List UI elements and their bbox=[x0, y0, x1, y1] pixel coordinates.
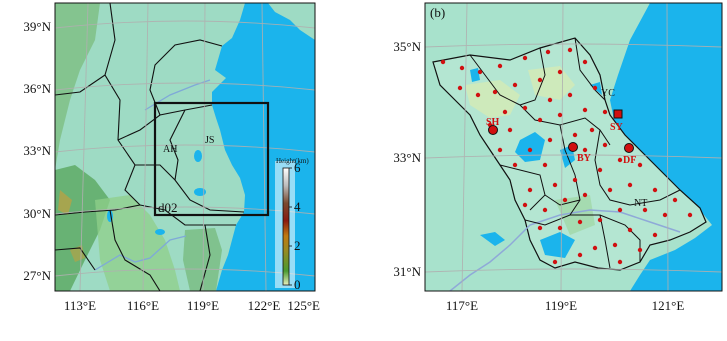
lon-label: 117°E bbox=[446, 298, 478, 313]
lat-label: 35°N bbox=[393, 39, 421, 54]
lat-label: 36°N bbox=[23, 81, 51, 96]
panel-a-frame bbox=[54, 2, 316, 292]
hongze-lake bbox=[515, 132, 545, 162]
lat-label: 39°N bbox=[23, 19, 51, 34]
lake bbox=[480, 232, 505, 246]
site-sy-label: SY bbox=[610, 122, 624, 133]
site-by-label: BY bbox=[577, 153, 592, 164]
panel-b-city-boundaries bbox=[469, 37, 681, 269]
lon-label: 122°E bbox=[248, 298, 281, 313]
site-df-marker bbox=[624, 143, 634, 153]
lat-label: 33°N bbox=[393, 150, 421, 165]
site-df-label: DF bbox=[623, 155, 636, 166]
site-sh-marker bbox=[488, 125, 498, 135]
d02-domain-box bbox=[153, 101, 270, 217]
lon-label: 121°E bbox=[652, 298, 685, 313]
lon-label: 113°E bbox=[64, 298, 96, 313]
label-ah: AH bbox=[163, 144, 177, 155]
panel-a-southwest-hills bbox=[55, 165, 110, 291]
lon-label: 116°E bbox=[127, 298, 159, 313]
lat-label: 31°N bbox=[393, 264, 421, 279]
panel-b-frame bbox=[424, 2, 723, 292]
label-nt: NT bbox=[634, 198, 647, 209]
height-colorbar bbox=[275, 161, 295, 288]
panel-b-longitude-labels: 117°E 119°E 121°E bbox=[446, 298, 684, 313]
label-yc: YC bbox=[601, 88, 615, 99]
terrain-patch bbox=[528, 66, 575, 100]
label-d02: d02 bbox=[158, 200, 178, 215]
label-js: JS bbox=[205, 135, 214, 146]
colorbar-tick-0: 0 bbox=[294, 277, 301, 292]
lon-label: 119°E bbox=[545, 298, 577, 313]
taihu-lake bbox=[540, 232, 575, 258]
site-sh-label: SH bbox=[486, 117, 500, 128]
panel-a-lake bbox=[194, 150, 202, 162]
panel-b-map bbox=[424, 2, 723, 292]
panel-b-label: (b) bbox=[430, 5, 445, 20]
panel-a-lake bbox=[155, 229, 165, 235]
site-sy-marker bbox=[613, 109, 623, 119]
lon-label: 125°E bbox=[287, 298, 320, 313]
panel-a-map bbox=[54, 2, 316, 292]
panel-a-yangtze-river bbox=[94, 235, 187, 271]
panel-b-graticule bbox=[425, 3, 722, 291]
panel-a-latitude-labels: 39°N 36°N 33°N 30°N 27°N bbox=[23, 19, 51, 283]
lat-label: 30°N bbox=[23, 206, 51, 221]
yangtze-river bbox=[449, 209, 681, 291]
lat-label: 33°N bbox=[23, 143, 51, 158]
colorbar-tick-6: 6 bbox=[294, 160, 301, 175]
panel-a-lake bbox=[194, 188, 206, 196]
panel-a-terrain-patch bbox=[58, 190, 72, 215]
site-by-marker bbox=[568, 142, 578, 152]
panel-b-latitude-labels: 35°N 33°N 31°N bbox=[393, 39, 421, 279]
lat-label: 27°N bbox=[23, 268, 51, 283]
colorbar-ramp bbox=[282, 167, 290, 286]
colorbar-tick-4: 4 bbox=[294, 199, 301, 214]
lon-label: 119°E bbox=[187, 298, 219, 313]
panel-a-southeast-hills bbox=[183, 228, 222, 291]
panel-a-longitude-labels: 113°E 116°E 119°E 122°E 125°E bbox=[64, 298, 320, 313]
panel-a-northeast-land bbox=[268, 3, 315, 40]
lake bbox=[470, 68, 480, 82]
terrain-patch bbox=[465, 80, 520, 118]
observation-points bbox=[440, 47, 693, 265]
panel-a-western-highlands bbox=[55, 3, 100, 170]
colorbar-title: Height(km) bbox=[276, 157, 309, 165]
panel-a-south-hills bbox=[95, 195, 180, 291]
colorbar-tick-2: 2 bbox=[294, 238, 301, 253]
